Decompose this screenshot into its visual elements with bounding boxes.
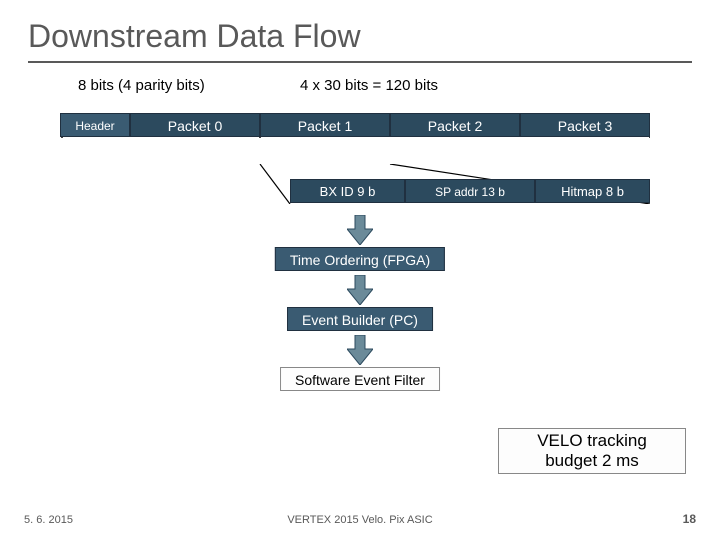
- field-bx-id: BX ID 9 b: [290, 179, 405, 203]
- label-120bits: 4 x 30 bits = 120 bits: [300, 77, 438, 94]
- packet-row: Header Packet 0 Packet 1 Packet 2 Packet…: [60, 113, 650, 139]
- title-underline: [28, 61, 692, 63]
- packet-3: Packet 3: [520, 113, 650, 137]
- packet-header: Header: [60, 113, 130, 137]
- page-title: Downstream Data Flow: [0, 0, 720, 61]
- footer-date: 5. 6. 2015: [24, 514, 73, 526]
- top-labels-row: 8 bits (4 parity bits) 4 x 30 bits = 120…: [0, 77, 720, 105]
- field-sp-addr: SP addr 13 b: [405, 179, 535, 203]
- arrow-1: [347, 215, 373, 245]
- velo-tracking-box: VELO tracking budget 2 ms: [498, 428, 686, 474]
- stage-event-builder: Event Builder (PC): [287, 307, 433, 331]
- stage-sw-filter: Software Event Filter: [280, 367, 440, 391]
- arrow-2: [347, 275, 373, 305]
- footer-page-number: 18: [683, 512, 696, 526]
- velo-line1: VELO tracking: [499, 431, 685, 451]
- field-hitmap: Hitmap 8 b: [535, 179, 650, 203]
- flow-column: Time Ordering (FPGA) Event Builder (PC) …: [0, 215, 720, 425]
- label-8bits: 8 bits (4 parity bits): [78, 77, 205, 94]
- packet-0: Packet 0: [130, 113, 260, 137]
- stage-time-ordering: Time Ordering (FPGA): [275, 247, 445, 271]
- velo-line2: budget 2 ms: [499, 451, 685, 471]
- down-arrow-icon: [347, 215, 373, 245]
- packet-2: Packet 2: [390, 113, 520, 137]
- down-arrow-icon: [347, 275, 373, 305]
- footer-center: VERTEX 2015 Velo. Pix ASIC: [287, 514, 432, 526]
- arrow-3: [347, 335, 373, 365]
- packet-1: Packet 1: [260, 113, 390, 137]
- down-arrow-icon: [347, 335, 373, 365]
- field-row: BX ID 9 b SP addr 13 b Hitmap 8 b: [60, 179, 650, 205]
